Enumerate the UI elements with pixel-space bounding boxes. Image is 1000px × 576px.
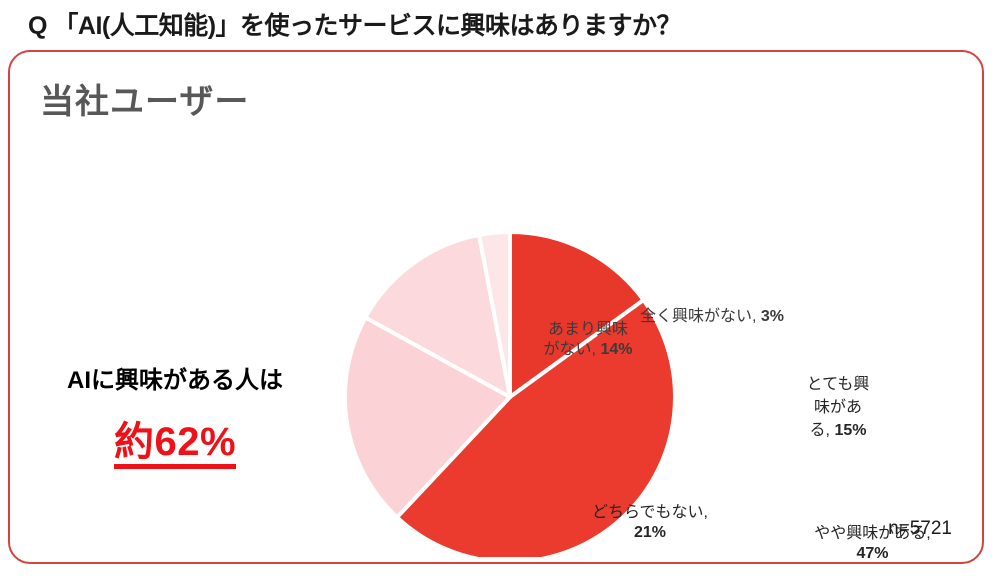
pie-label-none-at-all-text: 全く興味がない,: [640, 308, 761, 325]
pie-slice-3: [363, 232, 512, 399]
pie-label-neither-line1: どちらでもない,: [592, 504, 708, 521]
survey-result-card: 当社ユーザー AIに興味がある人は 約62% 全く興味がない, 3% あまり興味…: [8, 50, 984, 564]
pie-label-somewhat-pct: 47%: [856, 545, 889, 563]
pie-label-none-at-all: 全く興味がない, 3%: [640, 307, 784, 327]
pie-label-very-line3: る,: [809, 422, 835, 440]
pie-label-not-much: あまり興味 がない, 14%: [523, 320, 653, 361]
callout-underline: [113, 464, 237, 469]
pie-chart: 全く興味がない, 3% あまり興味 がない, 14% どちらでもない, 21% …: [295, 167, 931, 562]
pie-label-none-at-all-pct: 3%: [760, 308, 785, 325]
pie-slice-4: [477, 229, 512, 399]
pie-chart-svg: [343, 229, 677, 557]
pie-slice-group: [343, 229, 677, 557]
callout-figure-value: 約62%: [113, 420, 237, 464]
pie-label-very: とても興 味があ る, 15%: [795, 373, 881, 443]
pie-label-very-line1: とても興: [806, 376, 870, 393]
pie-label-very-pct: 15%: [834, 422, 867, 440]
page-title: Q 「AI(人工知能)」を使ったサービスに興味はありますか？: [28, 12, 682, 40]
pie-label-somewhat: やや興味がある, 47%: [790, 524, 955, 565]
pie-label-somewhat-line1: やや興味がある,: [814, 525, 931, 542]
pie-label-not-much-line1: あまり興味: [547, 321, 628, 338]
pie-slice-2: [343, 315, 512, 520]
pie-label-not-much-pct: 14%: [600, 341, 633, 359]
sample-size-label: n=5721: [888, 518, 952, 539]
callout-figure-group: 約62%: [113, 420, 237, 469]
pie-slice-1: [395, 298, 677, 557]
pie-label-neither: どちらでもない, 21%: [570, 503, 730, 544]
callout-block: AIに興味がある人は 約62%: [30, 360, 320, 469]
pie-label-neither-pct: 21%: [633, 524, 667, 542]
callout-lead-text: AIに興味がある人は: [67, 367, 283, 394]
pie-slice-0: [508, 230, 646, 399]
segment-heading: 当社ユーザー: [40, 83, 250, 121]
pie-label-very-line2: 味があ: [813, 399, 862, 417]
pie-label-not-much-line2: がない,: [543, 341, 601, 359]
